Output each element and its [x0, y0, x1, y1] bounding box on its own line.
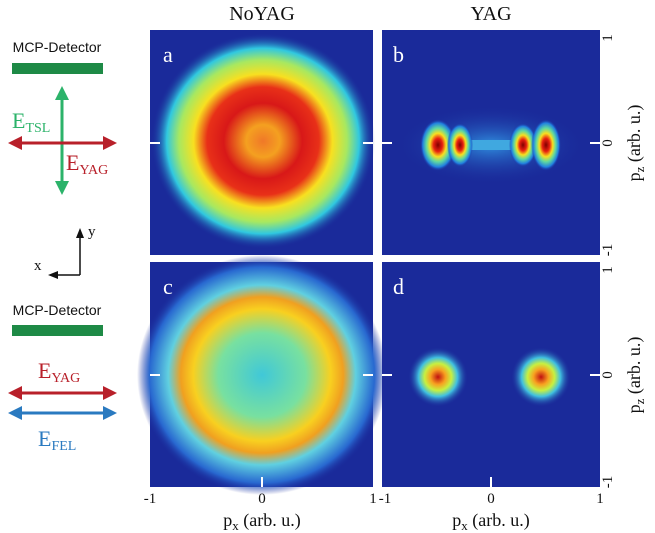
field-label: EFEL — [38, 426, 76, 454]
spot — [447, 123, 473, 167]
x-axis-label: px (arb. u.) — [223, 510, 300, 533]
spot — [420, 119, 456, 171]
x-tick-label: -1 — [144, 491, 157, 507]
panel-label: b — [393, 42, 404, 67]
momentum-disk — [137, 255, 387, 495]
detector-bar — [12, 325, 103, 336]
tick-marks — [150, 142, 600, 487]
panel-label: a — [163, 42, 173, 67]
field-label: EYAG — [38, 358, 80, 386]
axis-label: x — [34, 258, 42, 274]
x-tick-label: -1 — [379, 491, 392, 507]
spot — [408, 347, 468, 407]
y-tick-label: 0 — [600, 139, 616, 147]
spot — [511, 347, 571, 407]
y-tick-label: -1 — [600, 244, 616, 257]
momentum-ring — [151, 33, 375, 249]
spot — [509, 123, 537, 167]
y-tick-label: 1 — [600, 266, 616, 274]
x-axis-label: px (arb. u.) — [452, 510, 529, 533]
field-label: ETSL — [12, 108, 50, 136]
x-tick-label: 0 — [487, 491, 495, 507]
x-tick-label: 1 — [369, 491, 377, 507]
field-label: EYAG — [66, 150, 108, 178]
column-title: NoYAG — [229, 3, 295, 25]
bridge — [455, 140, 530, 150]
tsl-arrow — [55, 86, 69, 195]
detector-bar — [12, 63, 103, 74]
yag-arrow — [8, 136, 117, 150]
fel-arrow — [8, 406, 117, 420]
y-tick-label: 1 — [600, 34, 616, 42]
spot — [531, 119, 561, 171]
detector-label: MCP-Detector — [13, 302, 102, 318]
yag-arrow — [8, 386, 117, 400]
column-title: YAG — [470, 3, 511, 25]
y-axis-label: pz (arb. u.) — [624, 337, 647, 414]
axis-label: y — [88, 224, 96, 240]
detector-label: MCP-Detector — [13, 39, 102, 55]
y-axis-label: pz (arb. u.) — [624, 105, 647, 182]
x-tick-label: 1 — [596, 491, 604, 507]
y-tick-label: 0 — [600, 371, 616, 379]
panel-label: c — [163, 274, 173, 299]
coordinate-axes — [48, 228, 84, 279]
panel-label: d — [393, 274, 404, 299]
y-tick-label: -1 — [600, 476, 616, 489]
x-tick-label: 0 — [258, 491, 266, 507]
